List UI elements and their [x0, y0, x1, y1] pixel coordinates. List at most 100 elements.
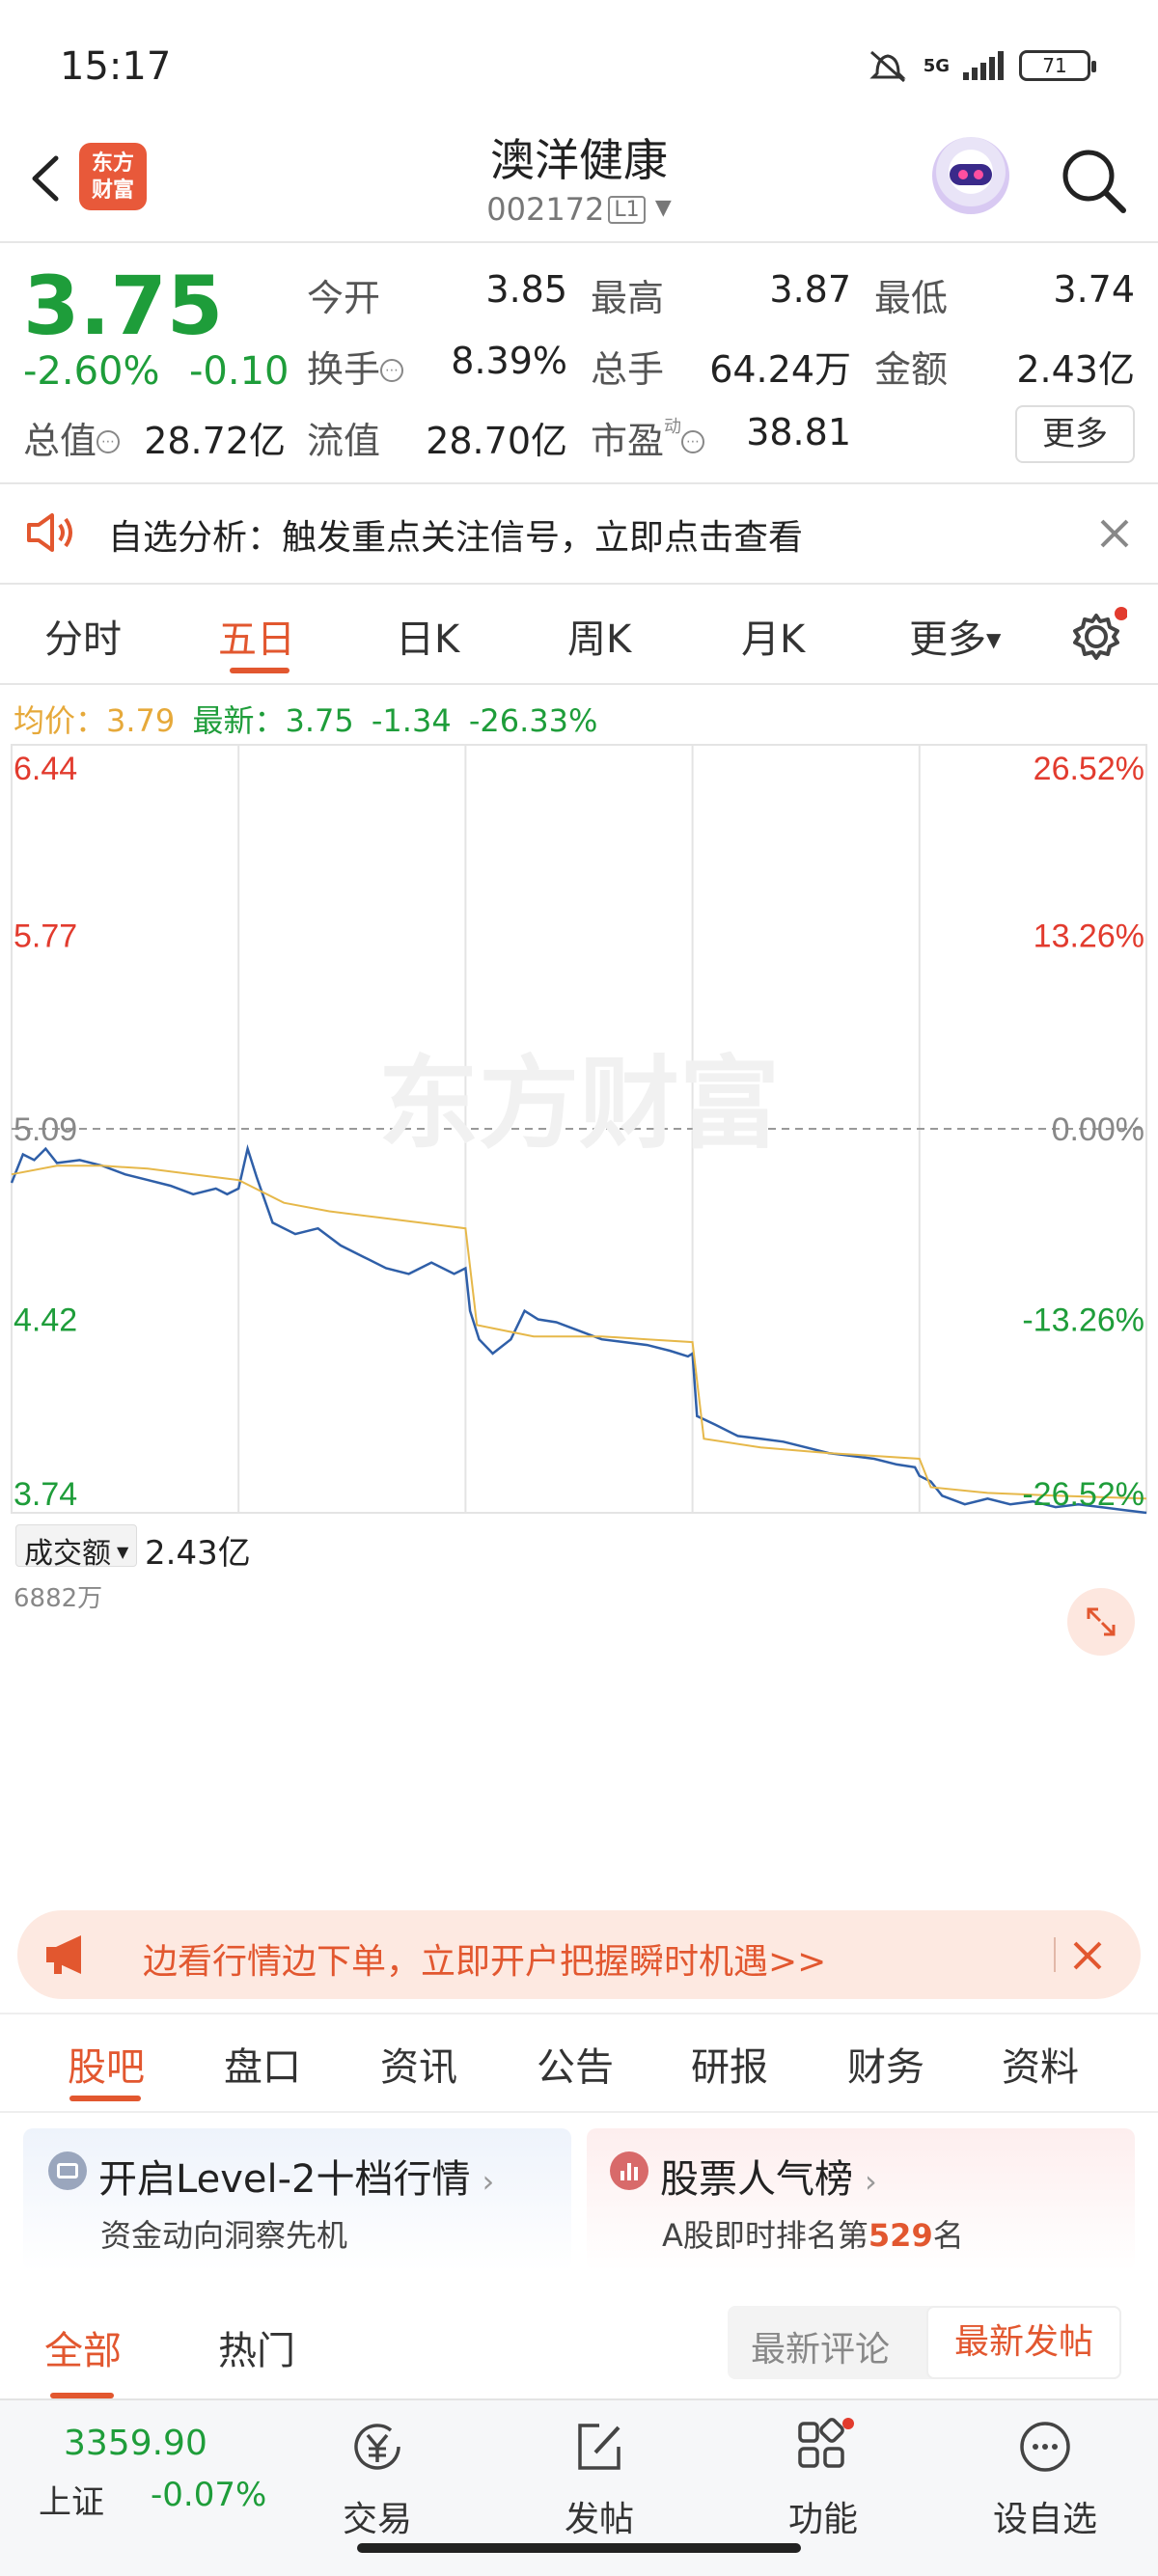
- open-label: 今开: [307, 277, 381, 319]
- network-label: 5G: [923, 55, 950, 76]
- low-label: 最低: [874, 277, 949, 319]
- y-tick-label-left: 4.42: [14, 1302, 77, 1339]
- level2-title: 开启Level-2十档行情 ›: [98, 2157, 495, 2202]
- home-indicator: [357, 2543, 801, 2553]
- y-tick-label-right: 0.00%: [1052, 1111, 1144, 1148]
- stock-code: 002172: [486, 191, 605, 228]
- close-icon[interactable]: [1098, 517, 1131, 550]
- active-content-tab-indicator: [69, 2096, 141, 2101]
- expand-chart-button[interactable]: [1067, 1588, 1135, 1656]
- promo-bar[interactable]: [17, 1910, 1141, 1999]
- y-tick-label-left: 5.77: [14, 918, 77, 955]
- market-cap-label[interactable]: 总值 ⋯: [23, 411, 121, 464]
- float-cap-label: 流值: [307, 420, 381, 462]
- y-tick-label-right: -13.26%: [1022, 1302, 1144, 1339]
- tab-order-book[interactable]: 盘口: [224, 2045, 301, 2090]
- y-tick-label-right: 26.52%: [1034, 751, 1144, 787]
- status-icons: 5G 71: [866, 46, 1096, 85]
- close-promo-icon[interactable]: [1071, 1939, 1104, 1972]
- trade-yen-icon: [354, 2424, 400, 2470]
- avg-price-line: [11, 1165, 1147, 1500]
- tab-hot-posts[interactable]: 热门: [218, 2329, 295, 2373]
- level2-icon: [48, 2151, 87, 2190]
- signal-icon: [963, 51, 1004, 80]
- change-amount: -0.10: [189, 349, 290, 394]
- tab-forum[interactable]: 股吧: [68, 2045, 145, 2090]
- y-tick-label-left: 5.09: [14, 1111, 77, 1148]
- chevron-down-icon: ▼: [654, 196, 672, 220]
- tab-all-posts[interactable]: 全部: [44, 2329, 122, 2373]
- tab-five-day[interactable]: 五日: [218, 617, 295, 662]
- index-value[interactable]: 3359.90: [64, 2424, 207, 2463]
- tab-financials[interactable]: 财务: [847, 2045, 924, 2090]
- promo-text: 边看行情边下单，立即开户把握瞬时机遇>>: [143, 1942, 827, 1982]
- volume-max-label: 6882万: [14, 1584, 103, 1613]
- alert-text: 自选分析：触发重点关注信号，立即点击查看: [108, 518, 804, 558]
- tab-weekly-k[interactable]: 周K: [567, 617, 632, 662]
- nav-post[interactable]: 发帖: [527, 2398, 672, 2543]
- edit-icon: [578, 2424, 620, 2470]
- volume-total: 2.43亿: [145, 1534, 251, 1573]
- level2-subtitle: 资金动向洞察先机: [100, 2217, 348, 2254]
- nav-functions[interactable]: 功能: [751, 2398, 896, 2543]
- pe-label[interactable]: 市盈动⋯: [591, 411, 705, 464]
- settings-gear-icon[interactable]: [1069, 606, 1127, 664]
- stock-code-selector[interactable]: 002172 L1 ▼: [0, 191, 1158, 228]
- back-arrow-icon[interactable]: [21, 145, 69, 212]
- index-change[interactable]: -0.07%: [151, 2476, 267, 2514]
- high-value: 3.87: [769, 268, 851, 311]
- volume-value: 64.24万: [709, 348, 851, 391]
- volume-type-selector[interactable]: 成交额 ▼: [15, 1524, 138, 1571]
- info-icon: ⋯: [681, 430, 705, 453]
- sort-latest-comment[interactable]: 最新评论: [751, 2330, 891, 2370]
- battery-icon: 71: [1019, 50, 1096, 81]
- amount-value: 2.43亿: [1016, 348, 1135, 391]
- functions-grid-icon: [798, 2418, 854, 2468]
- turnover-label[interactable]: 换手 ⋯: [307, 340, 404, 393]
- more-dots-icon: [1020, 2422, 1070, 2472]
- ranking-icon: [610, 2151, 648, 2190]
- y-tick-label-right: 13.26%: [1034, 918, 1144, 955]
- active-post-tab-indicator: [50, 2393, 114, 2398]
- price-line: [10, 1143, 1147, 1515]
- y-tick-label-right: -26.52%: [1022, 1476, 1144, 1513]
- tab-profile[interactable]: 资料: [1002, 2045, 1079, 2090]
- app-logo[interactable]: 东方 财富: [79, 143, 147, 210]
- sort-latest-post[interactable]: 最新发帖: [926, 2306, 1121, 2379]
- volume-label: 总手: [591, 348, 665, 391]
- high-label: 最高: [591, 277, 665, 319]
- index-name[interactable]: 上证: [39, 2483, 104, 2522]
- y-tick-label-left: 6.44: [14, 751, 77, 787]
- tab-research[interactable]: 研报: [691, 2045, 768, 2090]
- assistant-robot-icon[interactable]: [932, 137, 1009, 214]
- expand-icon: [1087, 1607, 1116, 1636]
- popularity-title: 股票人气榜 ›: [660, 2157, 877, 2202]
- tab-daily-k[interactable]: 日K: [396, 617, 460, 662]
- status-time: 15:17: [60, 44, 172, 89]
- float-cap-value: 28.70亿: [426, 420, 567, 462]
- open-value: 3.85: [485, 268, 567, 311]
- change-percent: -2.60%: [23, 349, 160, 394]
- nav-trade[interactable]: 交易: [305, 2398, 450, 2543]
- search-icon[interactable]: [1056, 143, 1133, 220]
- popularity-subtitle: A股即时排名第529名: [662, 2217, 964, 2254]
- popularity-card[interactable]: [587, 2128, 1135, 2271]
- current-price: 3.75: [23, 259, 224, 353]
- tab-more[interactable]: 更多▼: [909, 617, 1002, 662]
- amount-label: 金额: [874, 348, 949, 391]
- market-cap-value: 28.72亿: [144, 420, 286, 462]
- price-chart[interactable]: 东方财富 6.44 26.52% 5.77 13.26% 5.09 0.00% 4.42 -1…: [0, 743, 1158, 1515]
- info-icon: ⋯: [380, 359, 404, 382]
- pe-value: 38.81: [746, 411, 851, 453]
- mute-bell-icon: [869, 50, 906, 83]
- level2-card[interactable]: [23, 2128, 571, 2271]
- tab-monthly-k[interactable]: 月K: [741, 617, 806, 662]
- chart-watermark: 东方财富: [378, 1049, 780, 1161]
- tab-news[interactable]: 资讯: [380, 2045, 457, 2090]
- turnover-value: 8.39%: [451, 340, 567, 382]
- chart-summary: 均价：3.79 最新：3.75 -1.34 -26.33%: [14, 702, 598, 739]
- nav-add-watchlist[interactable]: 设自选: [973, 2398, 1117, 2543]
- tab-intraday[interactable]: 分时: [44, 617, 122, 662]
- tab-announcements[interactable]: 公告: [537, 2045, 614, 2090]
- more-quote-button[interactable]: 更多: [1015, 405, 1135, 463]
